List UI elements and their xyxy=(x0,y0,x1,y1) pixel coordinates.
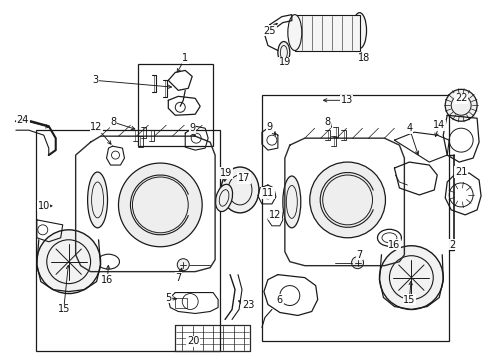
Circle shape xyxy=(310,162,386,238)
Text: 2: 2 xyxy=(449,240,455,250)
Text: 7: 7 xyxy=(356,250,363,260)
Text: 11: 11 xyxy=(262,188,274,198)
Text: 7: 7 xyxy=(175,273,181,283)
Text: 25: 25 xyxy=(264,26,276,36)
Text: 24: 24 xyxy=(17,115,29,125)
Text: 17: 17 xyxy=(238,173,250,183)
Circle shape xyxy=(445,89,477,121)
Text: 22: 22 xyxy=(455,93,467,103)
Circle shape xyxy=(177,259,189,271)
Ellipse shape xyxy=(88,172,107,228)
Bar xyxy=(138,64,213,146)
Text: 20: 20 xyxy=(187,336,199,346)
Ellipse shape xyxy=(216,184,233,212)
Text: 16: 16 xyxy=(388,240,400,250)
Circle shape xyxy=(379,246,443,310)
Text: 9: 9 xyxy=(189,123,196,133)
Text: 15: 15 xyxy=(57,305,70,315)
Text: 6: 6 xyxy=(277,294,283,305)
Text: 9: 9 xyxy=(267,122,273,132)
Text: 13: 13 xyxy=(341,95,353,105)
Ellipse shape xyxy=(221,167,259,213)
Circle shape xyxy=(352,257,364,269)
Text: 23: 23 xyxy=(242,300,254,310)
Circle shape xyxy=(37,230,100,293)
Text: 1: 1 xyxy=(182,54,188,63)
Circle shape xyxy=(119,163,202,247)
Text: 8: 8 xyxy=(110,117,117,127)
Text: 19: 19 xyxy=(220,168,232,178)
Text: 8: 8 xyxy=(324,117,331,127)
Text: 21: 21 xyxy=(455,167,467,177)
Bar xyxy=(295,15,360,50)
Text: 19: 19 xyxy=(279,58,291,67)
Text: 4: 4 xyxy=(406,123,413,133)
Ellipse shape xyxy=(278,41,290,63)
Text: 12: 12 xyxy=(269,210,281,220)
Ellipse shape xyxy=(288,15,302,50)
Bar xyxy=(262,95,449,341)
Text: 5: 5 xyxy=(165,293,172,302)
Text: 14: 14 xyxy=(433,120,445,130)
Bar xyxy=(36,130,220,351)
Bar xyxy=(175,298,187,307)
Ellipse shape xyxy=(283,176,301,228)
Text: 15: 15 xyxy=(403,294,416,305)
Ellipse shape xyxy=(353,13,367,49)
Text: 10: 10 xyxy=(38,201,50,211)
Text: 16: 16 xyxy=(101,275,114,285)
Text: 18: 18 xyxy=(358,54,370,63)
Text: 3: 3 xyxy=(93,75,98,85)
Text: 12: 12 xyxy=(90,122,103,132)
